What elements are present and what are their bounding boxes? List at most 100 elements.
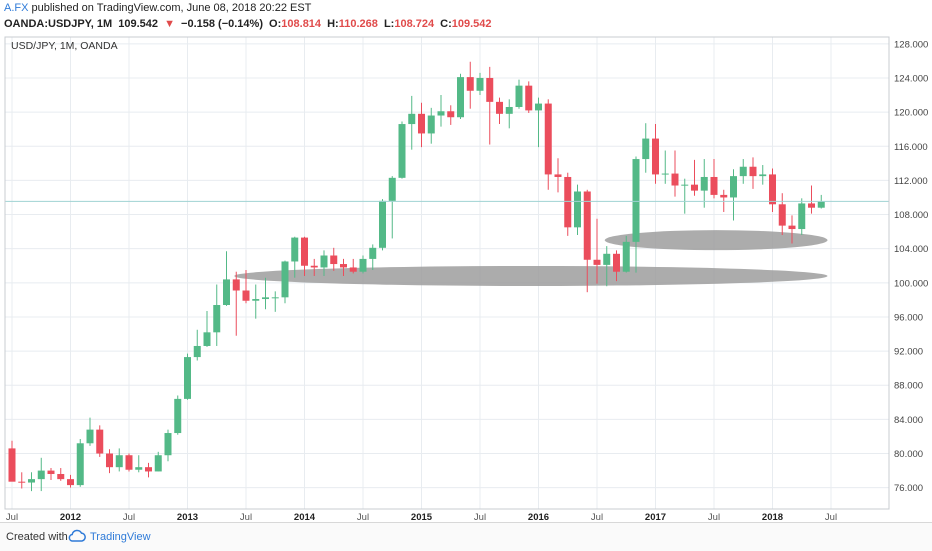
tradingview-cloud-icon [68,529,86,548]
candlestick-chart[interactable]: USD/JPY, 1M, OANDA 128.000 124.000 120.000… [0,32,932,523]
candle-body [18,481,26,483]
candle-body [184,357,191,399]
candle-body [262,297,269,300]
time-tick-label: 2012 [60,512,81,522]
candle-body [86,429,94,444]
price-tick-label: 120.000 [894,108,928,119]
candle-body [379,200,386,248]
time-tick-label: 2016 [528,512,549,522]
candle-body [525,85,533,111]
candle-body [291,237,299,262]
publish-line: A.FX published on TradingView.com, June … [4,2,311,14]
candle-body [213,305,221,333]
time-tick-label: 2014 [294,512,316,522]
candle-body [174,398,182,434]
candle-body [37,470,45,480]
candle-body [700,176,708,191]
candle-body [310,265,318,268]
price-tick-label: 112.000 [894,176,928,187]
time-tick-label: 2017 [645,512,666,522]
candle-body [223,279,230,306]
time-tick-label: Jul [357,512,369,522]
price-tick-label: 116.000 [894,142,928,153]
price-tick-label: 84.000 [894,415,923,426]
tradingview-link[interactable]: TradingView [90,531,151,543]
candles [8,61,825,492]
price-axis[interactable]: 128.000 124.000 120.000 116.000 112.000 108.0… [894,39,928,494]
candle-body [486,77,494,102]
symbol-label: OANDA:USDJPY, 1M [4,18,113,30]
price-tick-label: 128.000 [894,39,928,50]
candle-body [281,261,289,298]
time-tick-label: Jul [825,512,837,522]
candle-body [535,103,542,111]
candle-body [154,455,162,472]
candle-body [671,173,679,186]
candle-body [232,279,240,291]
price-tick-label: 88.000 [894,381,923,392]
time-tick-label: Jul [240,512,252,522]
candle-body [622,241,630,272]
support-zones [234,230,828,286]
candle-body [457,77,464,118]
candle-body [691,184,698,191]
candle-body [730,176,737,198]
chart-area[interactable]: USD/JPY, 1M, OANDA 128.000 124.000 120.000… [0,32,932,523]
candle-body [135,467,143,470]
candle-body [8,448,16,482]
candle-body [759,174,767,177]
high-value: 110.268 [338,18,378,30]
candle-body [710,176,718,195]
close-value: 109.542 [451,18,492,30]
candle-body [359,258,367,272]
candle-body [808,203,815,208]
price-tick-label: 124.000 [894,73,928,84]
candle-body [340,264,347,268]
candle-body [749,166,757,177]
candle-body [544,103,552,175]
candle-body [817,201,825,208]
candle-body [252,299,260,301]
candle-body [603,253,611,265]
support-zone-ellipse [234,265,828,286]
quote-line: OANDA:USDJPY, 1M 109.542 ▼ −0.158 (−0.14… [4,18,495,30]
published-text: published on TradingView.com, June 08, 2… [31,2,312,14]
price-tick-label: 100.000 [894,278,928,289]
price-tick-label: 92.000 [894,347,923,358]
author-link[interactable]: A.FX [4,2,29,14]
candle-body [574,191,581,228]
candle-body [398,124,406,178]
time-tick-label: Jul [591,512,603,522]
candle-body [164,433,172,456]
candle-body [583,191,591,260]
candle-body [632,159,640,242]
price-tick-label: 76.000 [894,483,923,494]
time-axis[interactable]: Jul 2012 Jul 2013 Jul 2014 Jul 2015 Jul 2016 Jul 20… [6,512,837,523]
footer: Created with TradingView [0,522,932,551]
candle-body [661,173,669,175]
support-zone-ellipse [604,230,828,251]
candle-body [739,166,747,177]
candle-body [554,174,562,177]
chart-header: A.FX published on TradingView.com, June … [0,0,932,32]
created-with-text: Created with [6,531,68,543]
last-price: 109.542 [118,18,159,30]
price-change: −0.158 (−0.14%) [181,18,263,30]
candle-body [681,184,689,186]
candle-body [720,194,728,198]
candle-body [642,138,650,160]
candle-body [369,247,377,259]
candle-body [788,225,796,230]
candle-body [418,113,425,134]
candle-body [301,237,308,266]
candle-body [613,253,620,272]
candle-body [427,115,435,134]
price-tick-label: 96.000 [894,312,923,323]
close-label: C: [440,18,452,30]
candle-body [476,77,484,91]
chart-title: USD/JPY, 1M, OANDA [11,40,118,52]
candle-body [515,85,523,107]
open-label: O: [269,18,282,30]
candle-body [203,332,211,346]
candle-body [496,101,503,114]
